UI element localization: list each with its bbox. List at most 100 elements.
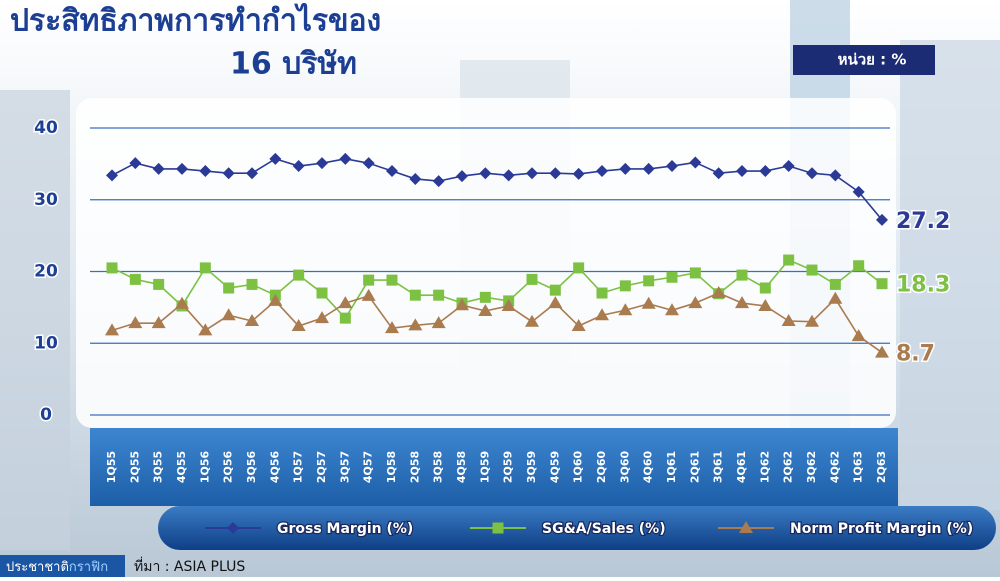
credit-part: กราฟิก bbox=[69, 560, 108, 575]
x-tick-label: 1Q61 bbox=[665, 451, 678, 483]
x-tick-label: 2Q61 bbox=[688, 451, 701, 483]
series-line bbox=[111, 157, 883, 221]
x-tick-label: 4Q57 bbox=[362, 451, 375, 483]
source: ที่มา : ASIA PLUS bbox=[134, 557, 245, 575]
marker bbox=[339, 312, 351, 324]
marker bbox=[293, 269, 305, 281]
end-label: 8.7 bbox=[896, 342, 935, 367]
x-tick-label: 1Q58 bbox=[385, 451, 398, 483]
x-tick-label: 3Q57 bbox=[338, 451, 351, 483]
marker bbox=[739, 521, 753, 533]
marker bbox=[688, 296, 703, 309]
title: 16 บริษัท bbox=[230, 47, 357, 82]
x-tick-label: 4Q58 bbox=[455, 451, 468, 483]
x-tick-label: 2Q63 bbox=[875, 451, 888, 483]
x-tick-label: 3Q60 bbox=[618, 450, 631, 483]
marker bbox=[222, 167, 235, 180]
marker bbox=[199, 165, 212, 178]
marker bbox=[176, 162, 188, 175]
marker bbox=[829, 169, 842, 182]
x-tick-label: 2Q60 bbox=[595, 450, 608, 483]
x-tick-label: 3Q59 bbox=[525, 451, 538, 483]
marker bbox=[478, 303, 493, 316]
marker bbox=[735, 296, 749, 309]
marker bbox=[525, 314, 539, 327]
end-label: 18.3 bbox=[896, 273, 950, 298]
marker bbox=[385, 321, 399, 334]
marker bbox=[409, 172, 422, 185]
marker bbox=[129, 273, 141, 285]
marker bbox=[596, 287, 608, 299]
marker bbox=[479, 291, 491, 303]
marker bbox=[643, 275, 655, 287]
marker bbox=[595, 308, 609, 321]
x-tick-label: 4Q56 bbox=[268, 450, 281, 483]
marker bbox=[455, 298, 469, 311]
legend-label: Norm Profit Margin (%) bbox=[790, 521, 973, 537]
legend-label: Gross Margin (%) bbox=[277, 521, 413, 537]
legend-label: SG&A/Sales (%) bbox=[542, 521, 666, 537]
marker bbox=[805, 314, 819, 327]
x-tick-label: 2Q62 bbox=[782, 451, 795, 483]
marker bbox=[128, 316, 143, 329]
x-tick-label: 4Q61 bbox=[735, 451, 748, 483]
marker bbox=[456, 170, 468, 183]
marker bbox=[642, 162, 655, 175]
marker bbox=[316, 287, 328, 299]
marker bbox=[246, 278, 258, 290]
marker bbox=[853, 260, 865, 272]
marker bbox=[711, 286, 726, 299]
x-tick-label: 1Q56 bbox=[198, 450, 211, 483]
y-tick-label: 20 bbox=[34, 262, 58, 282]
marker bbox=[361, 288, 376, 301]
x-tick-label: 1Q60 bbox=[572, 450, 585, 483]
y-tick-label: 0 bbox=[40, 405, 52, 425]
marker bbox=[782, 160, 795, 173]
marker bbox=[432, 175, 445, 188]
marker bbox=[829, 278, 841, 290]
marker bbox=[736, 165, 748, 178]
marker bbox=[526, 167, 538, 180]
credit: ประชาชาติกราฟิก bbox=[6, 560, 108, 575]
marker bbox=[618, 303, 633, 316]
unit-box bbox=[793, 45, 935, 75]
credit-box bbox=[0, 555, 125, 577]
marker bbox=[781, 314, 796, 327]
x-tick-label: 2Q55 bbox=[128, 451, 141, 483]
marker bbox=[316, 157, 328, 170]
marker bbox=[363, 274, 375, 286]
marker bbox=[571, 319, 586, 332]
marker bbox=[198, 323, 213, 336]
x-tick-label: 2Q56 bbox=[222, 450, 235, 483]
building bbox=[0, 90, 70, 550]
y-tick-label: 40 bbox=[34, 118, 58, 138]
marker bbox=[338, 296, 353, 309]
series-line bbox=[111, 292, 883, 354]
marker bbox=[666, 271, 678, 283]
marker bbox=[549, 167, 562, 180]
marker bbox=[292, 160, 305, 173]
marker bbox=[409, 289, 421, 301]
marker bbox=[875, 345, 889, 358]
y-tick-label: 30 bbox=[34, 190, 58, 210]
marker bbox=[315, 311, 329, 324]
marker bbox=[106, 262, 118, 274]
marker bbox=[246, 167, 258, 180]
x-tick-label: 1Q62 bbox=[758, 451, 771, 483]
x-tick-label: 4Q60 bbox=[642, 450, 655, 483]
marker bbox=[596, 165, 608, 178]
marker bbox=[175, 296, 189, 309]
marker bbox=[549, 284, 561, 296]
marker bbox=[851, 329, 866, 342]
marker bbox=[666, 160, 678, 173]
x-tick-label: 1Q55 bbox=[105, 451, 118, 483]
x-tick-label: 2Q57 bbox=[315, 451, 328, 483]
marker bbox=[828, 291, 843, 304]
marker bbox=[221, 308, 236, 321]
credit-part: ประชาชาติ bbox=[6, 560, 69, 575]
marker bbox=[619, 162, 632, 175]
category-band bbox=[90, 428, 898, 506]
marker bbox=[759, 165, 772, 178]
x-tick-label: 4Q59 bbox=[548, 451, 561, 483]
